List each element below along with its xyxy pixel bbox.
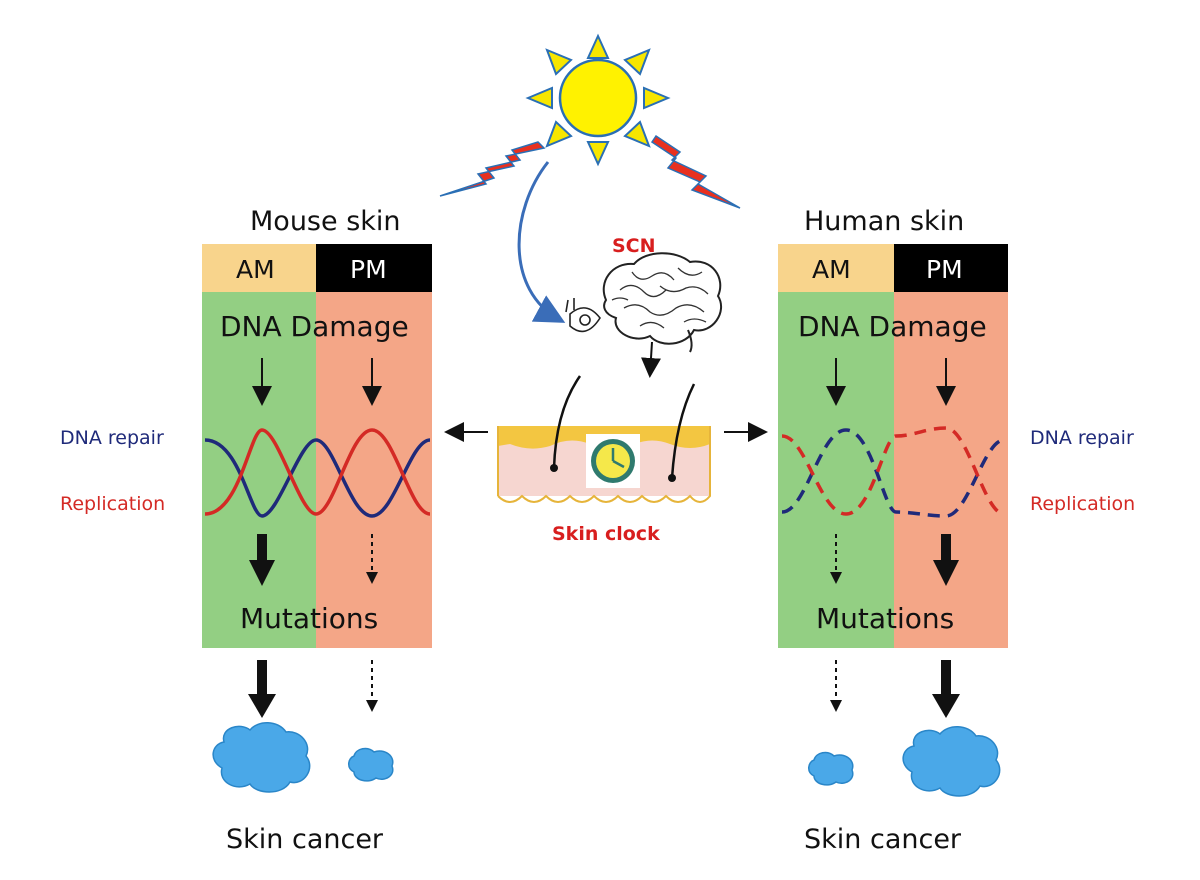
- am-label: AM: [236, 255, 275, 284]
- dna-repair-curve: [204, 438, 431, 518]
- pm-label: PM: [926, 255, 963, 284]
- mutation-arrow-am-weak: [830, 534, 842, 584]
- human-skin-title: Human skin: [804, 206, 964, 237]
- clock-icon: [586, 434, 640, 488]
- pm-panel: [316, 292, 432, 648]
- dna-damage-label: DNA Damage: [798, 310, 987, 343]
- uv-lightning-right-icon: [650, 134, 741, 209]
- pm-panel: [894, 292, 1008, 648]
- am-label: AM: [812, 255, 851, 284]
- dna-damage-label: DNA Damage: [220, 310, 409, 343]
- replication-label: Replication: [1030, 493, 1135, 515]
- tumor-large-pm: [902, 726, 1001, 797]
- uv-lightning-left-icon: [439, 141, 546, 197]
- mutation-arrow-pm-strong: [933, 534, 959, 586]
- mutations-label: Mutations: [816, 602, 954, 635]
- brain-icon: [602, 252, 723, 353]
- cancer-arrow-pm-weak: [366, 660, 378, 712]
- skin-clock-label: Skin clock: [552, 523, 660, 545]
- dna-repair-label: DNA repair: [1030, 427, 1134, 449]
- dna-repair-label: DNA repair: [60, 427, 164, 449]
- tumor-small-pm: [348, 747, 394, 782]
- replication-curve: [204, 428, 431, 516]
- replication-curve: [781, 426, 1005, 516]
- human-skin-panel: Human skin AM PM DNA Damage DNA repair R…: [778, 206, 1135, 855]
- am-header: [202, 244, 316, 292]
- mutation-arrow-pm-weak: [366, 534, 378, 584]
- light-to-eye-arrow: [517, 161, 566, 323]
- scn-label: SCN: [612, 235, 656, 257]
- am-header: [778, 244, 894, 292]
- replication-label: Replication: [60, 493, 165, 515]
- mouse-skin-title: Mouse skin: [250, 206, 401, 237]
- am-panel: [778, 292, 894, 648]
- skin-cancer-label: Skin cancer: [226, 824, 384, 855]
- cancer-arrow-am-weak: [830, 660, 842, 712]
- pm-header: [894, 244, 1008, 292]
- skin-cancer-label: Skin cancer: [804, 824, 962, 855]
- sun-icon: [525, 33, 671, 167]
- brain-to-skin-arrow: [641, 341, 661, 378]
- tumor-small-am: [808, 751, 854, 786]
- eye-icon: [565, 298, 601, 333]
- pm-label: PM: [350, 255, 387, 284]
- cancer-arrow-pm-strong: [932, 660, 960, 718]
- am-panel: [202, 292, 316, 648]
- cancer-arrow-am-strong: [248, 660, 276, 718]
- tumor-large-am: [212, 722, 311, 793]
- mutations-label: Mutations: [240, 602, 378, 635]
- mouse-skin-panel: Mouse skin AM PM DNA Damage DNA repair R…: [60, 206, 432, 855]
- mutation-arrow-am-strong: [249, 534, 275, 586]
- dna-repair-curve: [781, 428, 1005, 518]
- pm-header: [316, 244, 432, 292]
